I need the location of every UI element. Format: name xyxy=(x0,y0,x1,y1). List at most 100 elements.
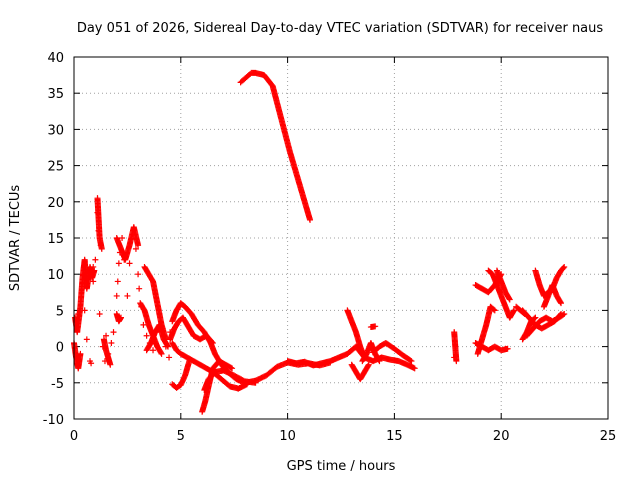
data-point xyxy=(561,311,568,318)
data-point xyxy=(407,357,414,364)
data-point xyxy=(117,314,124,321)
data-point xyxy=(146,339,153,346)
data-point xyxy=(113,292,120,299)
y-tick-label: 30 xyxy=(47,123,64,138)
data-point xyxy=(136,285,143,292)
data-point xyxy=(375,357,382,364)
data-point xyxy=(252,379,259,386)
axes: 0 5 10 15 20 25 -10 -5 0 5 10 15 20 25 30 35 40 xyxy=(43,51,617,444)
y-tick-label: -5 xyxy=(51,377,64,392)
data-point xyxy=(557,299,564,306)
y-tick-label: -10 xyxy=(43,413,64,428)
data-point xyxy=(77,350,84,357)
grid xyxy=(74,57,608,419)
data-point xyxy=(510,308,517,315)
data-point xyxy=(140,321,147,328)
x-tick-label: 10 xyxy=(279,429,296,444)
data-point xyxy=(107,361,114,368)
data-point xyxy=(158,350,165,357)
data-point xyxy=(135,242,142,249)
data-point xyxy=(88,360,95,367)
data-point xyxy=(561,263,568,270)
y-tick-label: 20 xyxy=(47,196,64,211)
data-point xyxy=(208,338,215,345)
x-tick-label: 25 xyxy=(600,429,617,444)
x-axis-title: GPS time / hours xyxy=(287,459,396,474)
data-point xyxy=(521,311,528,318)
data-point xyxy=(91,267,98,274)
y-tick-label: 35 xyxy=(47,87,64,102)
data-point xyxy=(162,343,169,350)
data-point xyxy=(227,364,234,371)
y-tick-label: 25 xyxy=(47,160,64,175)
data-point xyxy=(105,350,112,357)
data-point xyxy=(376,358,383,365)
data-point xyxy=(129,231,136,238)
data-point xyxy=(506,295,513,302)
data-point xyxy=(520,310,527,317)
data-point xyxy=(90,278,97,285)
data-point xyxy=(115,260,122,267)
data-point xyxy=(96,311,103,318)
y-axis-title: SDTVAR / TECUs xyxy=(8,185,23,292)
data-point xyxy=(365,361,372,368)
data-point xyxy=(506,296,513,303)
x-tick-label: 0 xyxy=(70,429,78,444)
data-point xyxy=(119,235,126,241)
data-point xyxy=(116,249,123,256)
data-point xyxy=(126,260,133,267)
x-tick-label: 5 xyxy=(177,429,185,444)
data-point xyxy=(98,245,105,252)
x-tick-label: 20 xyxy=(493,429,510,444)
x-tick-label: 15 xyxy=(386,429,403,444)
data-point xyxy=(150,347,157,354)
data-point xyxy=(78,289,85,296)
data-point xyxy=(511,307,518,314)
data-points xyxy=(71,69,568,415)
data-point xyxy=(560,311,567,318)
data-point xyxy=(81,307,88,314)
data-point xyxy=(110,329,117,336)
data-point xyxy=(90,263,97,270)
data-point xyxy=(531,315,538,322)
data-point xyxy=(451,354,458,361)
data-point xyxy=(558,300,565,307)
data-point xyxy=(101,358,108,365)
y-tick-label: 5 xyxy=(56,304,64,319)
data-point xyxy=(372,323,379,330)
data-point xyxy=(365,362,372,369)
chart-title: Day 051 of 2026, Sidereal Day-to-day VTE… xyxy=(77,21,604,36)
data-point xyxy=(99,343,106,350)
data-point xyxy=(490,306,497,313)
data-point xyxy=(532,314,539,321)
data-point xyxy=(95,227,102,234)
data-point xyxy=(167,329,174,336)
data-point xyxy=(114,278,121,285)
data-point xyxy=(138,303,145,310)
data-point xyxy=(209,339,216,346)
y-tick-label: 15 xyxy=(47,232,64,247)
y-tick-label: 10 xyxy=(47,268,64,283)
plot-frame xyxy=(73,56,609,420)
data-point xyxy=(411,365,418,372)
y-tick-label: 40 xyxy=(47,51,64,66)
data-point xyxy=(97,242,104,249)
data-point xyxy=(156,311,163,318)
data-point xyxy=(121,256,128,263)
y-tick-label: 0 xyxy=(56,341,64,356)
data-point xyxy=(166,354,173,361)
data-point xyxy=(307,216,314,223)
data-point xyxy=(103,332,110,339)
data-point xyxy=(135,271,142,278)
data-point xyxy=(92,256,99,263)
data-point xyxy=(157,349,164,356)
data-point xyxy=(108,339,115,346)
data-point xyxy=(502,345,509,352)
data-point xyxy=(453,358,460,365)
data-point xyxy=(143,332,150,339)
data-point xyxy=(83,336,90,343)
data-point xyxy=(408,358,415,365)
data-point xyxy=(132,245,139,252)
data-point xyxy=(124,292,131,299)
data-point xyxy=(75,311,82,318)
